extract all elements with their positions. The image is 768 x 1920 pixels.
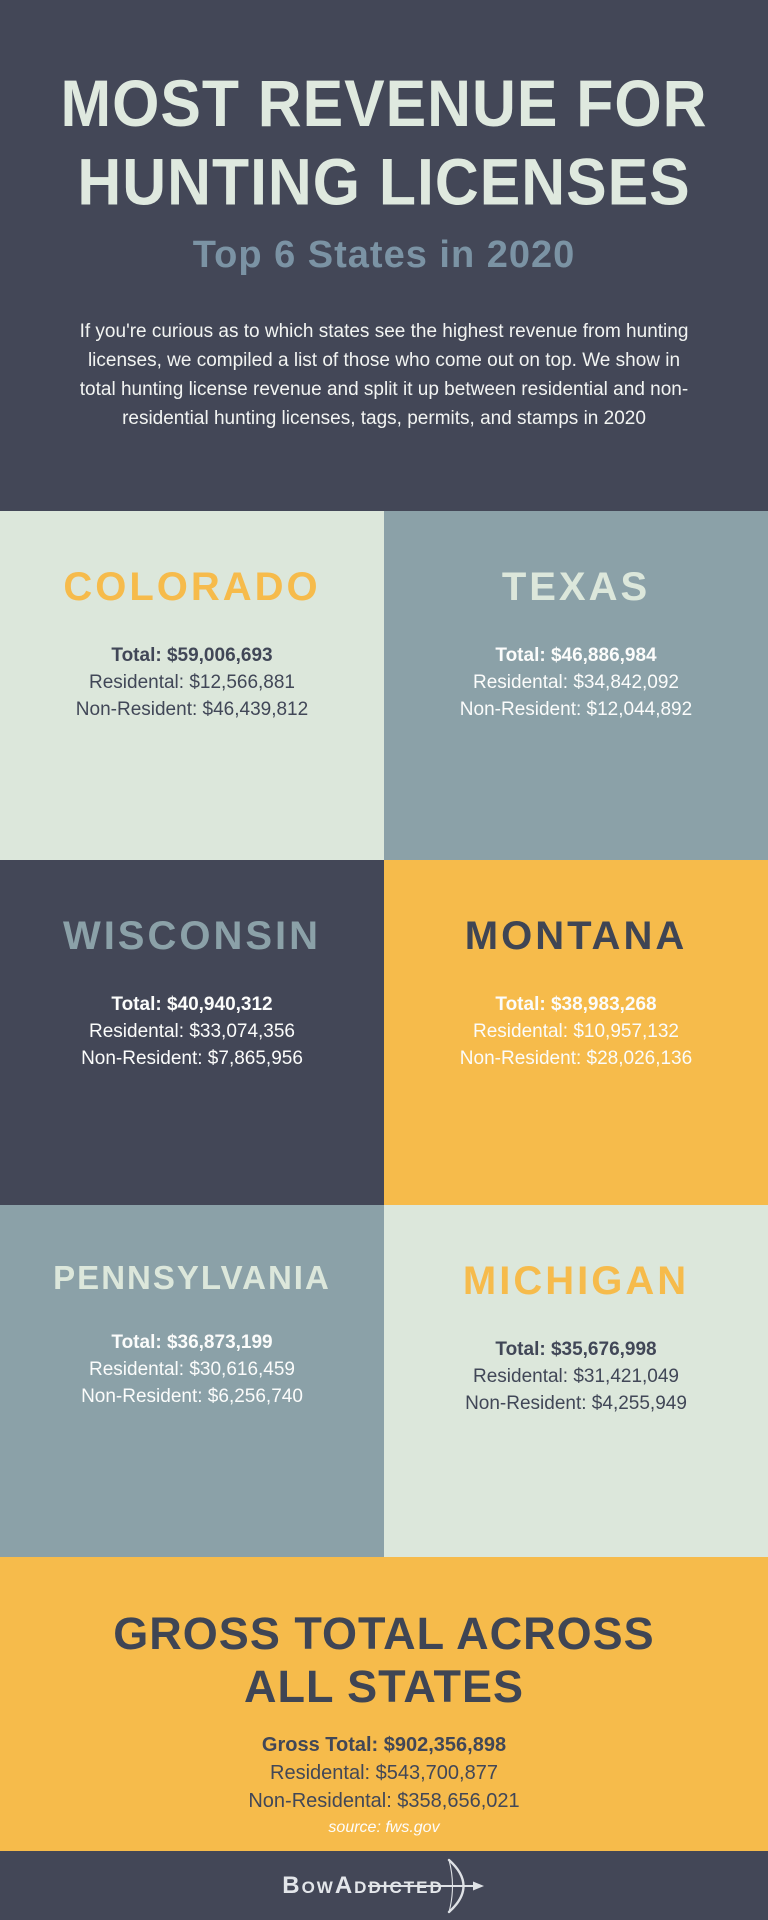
state-residental: Residental: $10,957,132 [473,1021,679,1042]
state-card-montana: MONTANA Total: $38,983,268 Residental: $… [384,860,768,1205]
state-non-resident: Non-Resident: $28,026,136 [459,1048,693,1069]
state-residental: Residental: $12,566,881 [89,672,295,693]
state-card-wisconsin: WISCONSIN Total: $40,940,312 Residental:… [0,860,384,1205]
state-residental: Residental: $31,421,049 [473,1366,679,1387]
state-non-resident: Non-Resident: $4,255,949 [465,1393,687,1414]
state-stats-pennsylvania: Total: $36,873,199 Residental: $30,616,4… [0,1329,384,1410]
state-name-montana: MONTANA [464,914,688,958]
state-stats-michigan: Total: $35,676,998 Residental: $31,421,0… [384,1336,768,1417]
bow-arrow-icon [367,1858,484,1913]
state-residental: Residental: $33,074,356 [89,1021,295,1042]
state-non-resident: Non-Resident: $12,044,892 [459,699,693,720]
state-card-colorado: COLORADO Total: $59,006,693 Residental: … [0,511,384,860]
gross-total-section: GROSS TOTAL ACROSS ALL STATES Gross Tota… [0,1557,768,1851]
state-card-pennsylvania: PENNSYLVANIA Total: $36,873,199 Resident… [0,1205,384,1557]
state-total: Total: $38,983,268 [495,994,657,1015]
gross-total-value: Gross Total: $902,356,898 [261,1734,507,1756]
gross-total-stats: Gross Total: $902,356,898 Residental: $5… [0,1731,768,1837]
gross-title-line2: ALL STATES [244,1661,524,1712]
state-stats-montana: Total: $38,983,268 Residental: $10,957,1… [384,991,768,1072]
state-stats-colorado: Total: $59,006,693 Residental: $12,566,8… [0,642,384,723]
footer-bar: BowAddicted [0,1851,768,1920]
state-total: Total: $35,676,998 [495,1339,657,1360]
state-non-resident: Non-Resident: $46,439,812 [75,699,309,720]
state-name-texas: TEXAS [501,565,651,609]
state-name-pennsylvania: PENNSYLVANIA [53,1259,331,1296]
state-non-resident: Non-Resident: $6,256,740 [81,1386,303,1407]
state-total: Total: $59,006,693 [111,645,273,666]
state-total: Total: $36,873,199 [111,1332,273,1353]
gross-residental-value: Residental: $543,700,877 [270,1762,498,1784]
intro-paragraph: If you're curious as to which states see… [79,321,689,429]
state-name-wisconsin: WISCONSIN [62,914,322,958]
state-card-michigan: MICHIGAN Total: $35,676,998 Residental: … [384,1205,768,1557]
state-stats-wisconsin: Total: $40,940,312 Residental: $33,074,3… [0,991,384,1072]
state-total: Total: $46,886,984 [495,645,657,666]
header-section: MOST REVENUE FOR HUNTING LICENSES Top 6 … [0,0,768,511]
page-subtitle: Top 6 States in 2020 [192,234,576,276]
states-grid: COLORADO Total: $59,006,693 Residental: … [0,511,768,1557]
page-title-line2: HUNTING LICENSES [77,146,691,220]
gross-non-residental-value: Non-Residental: $358,656,021 [248,1790,520,1812]
state-card-texas: TEXAS Total: $46,886,984 Residental: $34… [384,511,768,860]
source-credit: source: fws.gov [328,1819,440,1836]
state-non-resident: Non-Resident: $7,865,956 [81,1048,303,1069]
state-stats-texas: Total: $46,886,984 Residental: $34,842,0… [384,642,768,723]
gross-total-title: GROSS TOTAL ACROSS ALL STATES [0,1607,768,1713]
state-residental: Residental: $30,616,459 [89,1359,295,1380]
gross-title-line1: GROSS TOTAL ACROSS [113,1608,655,1659]
state-residental: Residental: $34,842,092 [473,672,679,693]
page-title: MOST REVENUE FOR HUNTING LICENSES [8,66,761,223]
brand-logo: BowAddicted [282,1858,486,1914]
state-name-michigan: MICHIGAN [462,1259,690,1303]
state-total: Total: $40,940,312 [111,994,273,1015]
page-title-line1: MOST REVENUE FOR [60,67,708,141]
state-name-colorado: COLORADO [63,565,321,609]
